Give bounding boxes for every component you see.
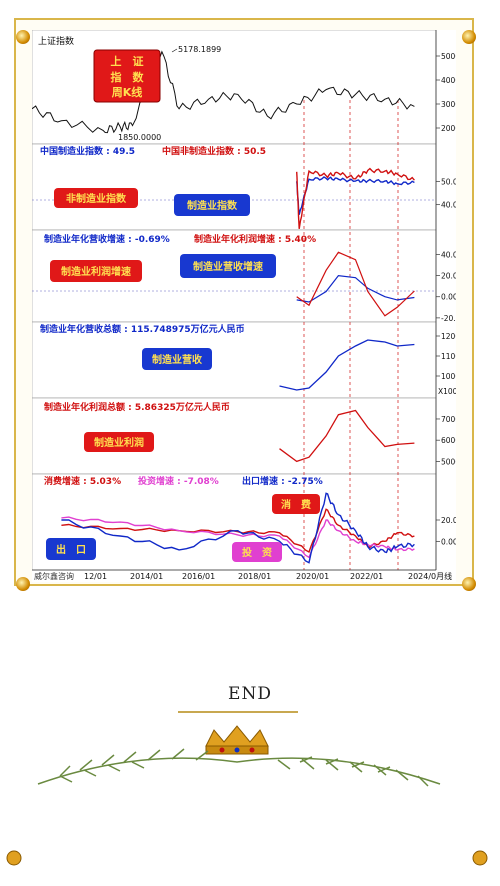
demand-badge-export — [46, 538, 96, 560]
x-axis-tick-label: 12/01 — [84, 572, 107, 581]
pmi-nonmanufacturing-line — [296, 167, 415, 230]
profit-tick-label: 60000 — [441, 436, 456, 445]
demand-label-export: 出口增速 : -2.75% — [242, 475, 323, 487]
corner-ornament — [16, 577, 30, 591]
x-axis-tick-label: 2016/01 — [182, 572, 215, 581]
pmi-badge-red-text: 非制造业指数 — [66, 192, 127, 205]
growth-label-profit: 制造业年化利润增速 : 5.40% — [194, 233, 316, 245]
crown-icon — [205, 725, 269, 755]
investment-growth-line — [61, 516, 415, 559]
index-peak-label: 5178.1899 — [178, 45, 221, 54]
revenue-unit: X100 — [438, 387, 456, 396]
demand-badge-export-text: 出 口 — [56, 543, 86, 556]
revenue-badge-text: 制造业营收 — [152, 353, 202, 366]
index-badge-line-1: 上 证 — [111, 54, 144, 68]
x-axis-tick-label: 2020/01 — [296, 572, 329, 581]
profit-tick-label: 70000 — [441, 415, 456, 424]
demand-badge-consumption — [272, 494, 320, 514]
demand-badge-investment — [232, 542, 282, 562]
demand-tick-label: 20.0000 — [441, 516, 456, 525]
profit-tick-label: 50000 — [441, 457, 456, 466]
revenue-tick-label: 11000 — [441, 352, 456, 361]
index-weekly-line — [31, 50, 415, 134]
demand-tick-label: 0.0000 — [441, 537, 456, 546]
growth-tick-label: 40.0000 — [441, 250, 456, 259]
index-low-label: 1850.0000 — [118, 133, 161, 142]
index-title: 上证指数 — [38, 35, 74, 47]
corner-ornament-icon — [472, 850, 488, 866]
demand-badge-investment-text: 投 资 — [242, 546, 272, 559]
x-axis-watermark: 威尔鑫咨询 — [34, 571, 74, 581]
demand-label-investment: 投资增速 : -7.08% — [138, 475, 219, 487]
pmi-badge-blue — [174, 194, 250, 216]
corner-ornament-icon — [6, 850, 22, 866]
revenue-total-label: 制造业年化营收总额 : 115.748975万亿元人民币 — [40, 323, 245, 335]
growth-badge-red — [50, 260, 142, 282]
profit-growth-line — [296, 251, 415, 317]
demand-label-consumption: 消费增速 : 5.03% — [44, 475, 121, 487]
growth-badge-blue — [180, 254, 276, 278]
revenue-total-line — [279, 339, 415, 391]
x-axis-tick-label: 2014/01 — [130, 572, 163, 581]
profit-total-label: 制造业年化利润总额 : 5.86325万亿元人民币 — [44, 401, 230, 413]
corner-ornament — [16, 30, 30, 44]
index-tick-label: 2000 — [441, 124, 456, 133]
growth-badge-red-text: 制造业利润增速 — [61, 265, 131, 278]
index-badge — [93, 49, 161, 103]
leaf-garland-icon — [37, 748, 441, 787]
profit-badge-text: 制造业利润 — [94, 436, 144, 449]
index-badge-line-2: 指 数 — [111, 70, 145, 84]
x-axis-tick-label: 2022/01 — [350, 572, 383, 581]
revenue-growth-line — [296, 274, 415, 303]
pmi-badge-blue-text: 制造业指数 — [187, 199, 238, 212]
growth-tick-label: 20.0000 — [441, 272, 456, 281]
growth-label-revenue: 制造业年化营收增速 : -0.69% — [44, 233, 170, 245]
growth-tick-label: -20.0000 — [441, 314, 456, 323]
x-axis-tick-label: 2018/01 — [238, 572, 271, 581]
pmi-label-manufacturing: 中国制造业指数 : 49.5 — [40, 145, 135, 157]
pmi-label-nonmanufacturing: 中国非制造业指数 : 50.5 — [162, 145, 266, 157]
chart-svg: 上证指数 5178.1899 1850.0000 上 证 指 数 周K线 500… — [31, 29, 475, 581]
pmi-badge-red — [54, 188, 138, 208]
corner-ornament — [462, 577, 476, 591]
stacked-chart: 上证指数 5178.1899 1850.0000 上 证 指 数 周K线 500… — [31, 29, 475, 582]
index-tick-label: 5000 — [441, 52, 456, 61]
pmi-tick-label: 50.0000 — [441, 177, 456, 186]
footer-ornament — [6, 725, 488, 866]
end-text: END — [228, 684, 272, 704]
revenue-tick-label: 12000 — [441, 332, 456, 341]
export-growth-line — [61, 492, 415, 564]
pmi-tick-label: 40.0000 — [441, 201, 456, 210]
index-badge-line-3: 周K线 — [112, 85, 143, 99]
demand-badge-consumption-text: 消 费 — [281, 498, 311, 511]
index-tick-label: 4000 — [441, 76, 456, 85]
end-underline — [178, 711, 298, 713]
corner-ornament — [462, 30, 476, 44]
revenue-tick-label: 10000 — [441, 372, 456, 381]
profit-total-line — [279, 409, 415, 463]
index-tick-label: 3000 — [441, 100, 456, 109]
revenue-badge — [142, 348, 212, 370]
growth-tick-label: 0.0000 — [441, 293, 456, 302]
growth-badge-blue-text: 制造业营收增速 — [193, 260, 263, 273]
profit-badge — [84, 432, 154, 452]
x-axis-tick-label: 2024/0月线 — [408, 571, 452, 581]
